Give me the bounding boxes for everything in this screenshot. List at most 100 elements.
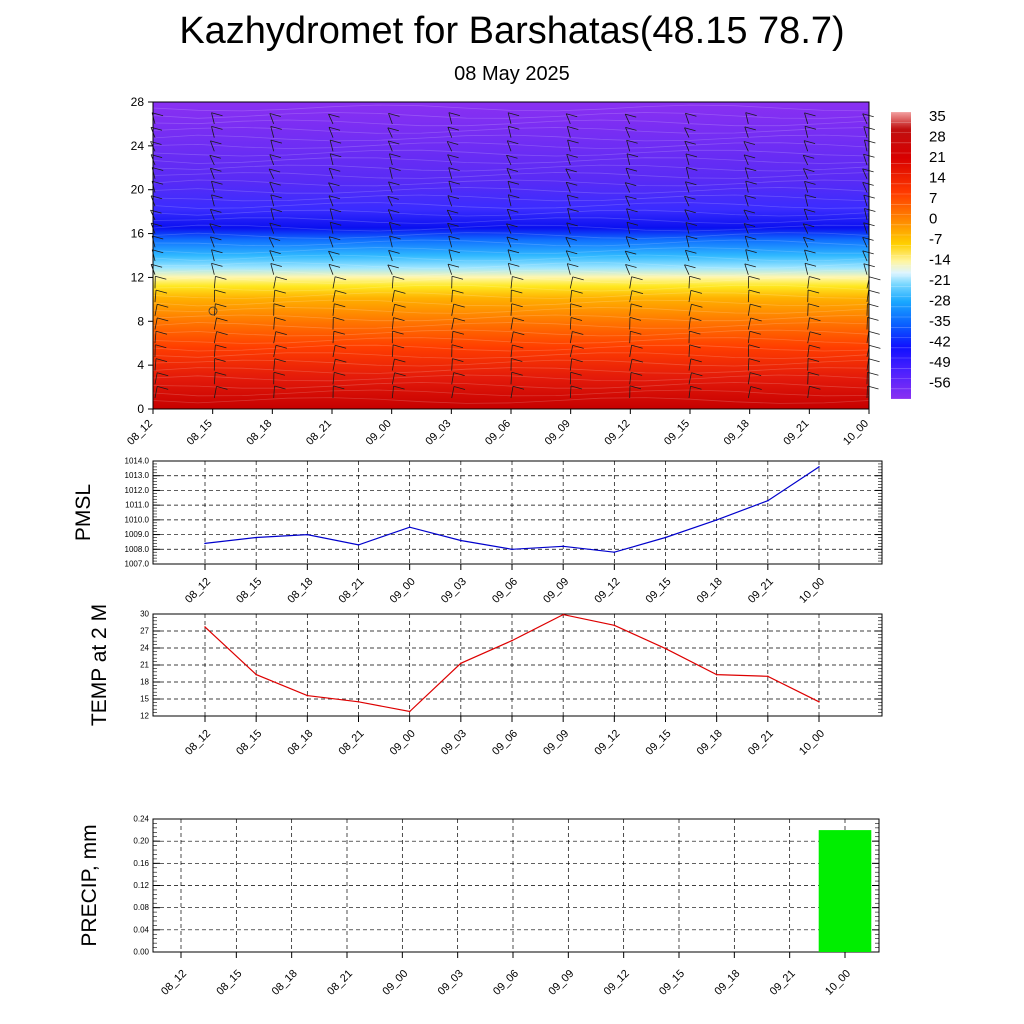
wind-barb bbox=[685, 235, 690, 248]
wind-barb bbox=[566, 263, 571, 275]
wind-barb-flag bbox=[809, 385, 821, 390]
wind-barb bbox=[626, 153, 631, 166]
wind-barb-flag bbox=[685, 112, 697, 117]
wind-barb-flag bbox=[211, 249, 223, 254]
wind-barb-flag bbox=[389, 235, 401, 240]
x-tick-label: 09_06 bbox=[490, 728, 520, 758]
wind-barb-flag bbox=[684, 195, 696, 200]
wind-barb-flag bbox=[631, 344, 643, 349]
wind-barb-flag bbox=[151, 180, 164, 185]
wind-barb-flag bbox=[625, 113, 637, 118]
wind-barb-flag bbox=[211, 194, 223, 199]
wind-barb bbox=[684, 127, 690, 138]
wind-barb bbox=[328, 251, 334, 262]
wind-barb-flag bbox=[447, 126, 460, 131]
wind-barb bbox=[273, 317, 275, 330]
wind-barb bbox=[387, 127, 393, 138]
wind-barb-flag bbox=[452, 330, 465, 335]
wind-barb-flag bbox=[214, 289, 226, 294]
wind-barb-flag bbox=[689, 344, 701, 349]
wind-barb bbox=[565, 182, 571, 193]
wind-barb-flag bbox=[625, 250, 637, 255]
wind-barb-flag bbox=[748, 358, 761, 362]
x-tick-label: 09_12 bbox=[602, 418, 632, 448]
wind-barb bbox=[744, 126, 749, 138]
wind-barb bbox=[629, 276, 632, 289]
wind-barb-flag bbox=[275, 331, 287, 335]
wind-barb bbox=[747, 317, 752, 330]
wind-barb bbox=[510, 331, 514, 344]
wind-barb bbox=[804, 181, 809, 193]
x-tick-label: 09_21 bbox=[781, 418, 811, 448]
wind-barb-flag bbox=[744, 126, 756, 131]
wind-barb-flag bbox=[570, 371, 582, 376]
wind-barb-flag bbox=[155, 358, 168, 362]
wind-barb bbox=[802, 155, 809, 166]
wind-barb-flag bbox=[448, 112, 461, 116]
wind-barb bbox=[624, 250, 631, 262]
wind-barb-flag bbox=[394, 358, 406, 363]
wind-barb-flag bbox=[210, 209, 222, 213]
x-tick-label: 09_09 bbox=[541, 728, 571, 758]
wind-barb-flag bbox=[155, 289, 168, 294]
wind-barb-flag bbox=[393, 385, 405, 390]
wind-barb bbox=[506, 155, 512, 166]
y-tick-label: 12 bbox=[131, 270, 145, 284]
data-point bbox=[460, 539, 462, 542]
x-tick-label: 08_21 bbox=[325, 968, 355, 998]
wind-barb-flag bbox=[157, 372, 169, 377]
y-tick-label: 0 bbox=[137, 402, 144, 416]
wind-barb bbox=[211, 112, 215, 124]
x-tick-label: 08_21 bbox=[304, 418, 334, 448]
data-point bbox=[767, 675, 769, 678]
wind-barb-flag bbox=[215, 303, 227, 308]
wind-barb-flag bbox=[387, 264, 399, 269]
x-tick-label: 09_06 bbox=[490, 576, 520, 606]
wind-barb bbox=[863, 222, 868, 234]
wind-barb-flag bbox=[329, 167, 341, 172]
wind-barb-flag bbox=[330, 153, 342, 158]
wind-barb bbox=[625, 264, 631, 275]
colorbar-scale bbox=[891, 112, 911, 399]
wind-barb-flag bbox=[451, 275, 464, 280]
heatmap-panel: 0 4 8 12 16 20 24 28 08_12 08_15 08_18 08_21 09_00 0… bbox=[125, 95, 881, 448]
wind-barb-flag bbox=[566, 222, 578, 227]
wind-barb bbox=[210, 236, 215, 248]
wind-barb bbox=[685, 113, 690, 125]
wind-barb bbox=[391, 372, 395, 385]
wind-barb bbox=[863, 194, 868, 207]
y-axis-label: PRECIP, mm bbox=[78, 824, 101, 946]
wind-barb bbox=[743, 223, 749, 234]
wind-barb-flag bbox=[333, 330, 346, 335]
wind-barb-flag bbox=[625, 264, 637, 268]
wind-barb-flag bbox=[448, 167, 460, 171]
wind-barb-flag bbox=[329, 139, 342, 144]
y-tick-label: 4 bbox=[137, 358, 144, 372]
x-tick-label: 09_12 bbox=[602, 968, 632, 998]
wind-barb bbox=[389, 153, 393, 166]
contour-line bbox=[152, 247, 869, 254]
y-tick-label: 8 bbox=[137, 314, 144, 328]
wind-barb-flag bbox=[745, 167, 757, 172]
contour-line bbox=[152, 104, 870, 112]
wind-barb-flag bbox=[803, 154, 815, 159]
data-point bbox=[306, 533, 309, 536]
wind-barb-flag bbox=[690, 290, 703, 294]
wind-barb bbox=[866, 358, 869, 371]
data-point bbox=[818, 466, 820, 468]
wind-barb bbox=[154, 358, 157, 371]
wind-barb bbox=[569, 385, 572, 399]
wind-barb bbox=[506, 168, 512, 179]
wind-barb-flag bbox=[328, 195, 341, 200]
wind-barb-flag bbox=[744, 195, 756, 199]
wind-barb bbox=[213, 317, 217, 330]
wind-barb-flag bbox=[804, 194, 817, 199]
wind-barb bbox=[213, 344, 216, 357]
wind-barb bbox=[688, 372, 692, 385]
wind-barb-flag bbox=[216, 386, 228, 390]
wind-barb bbox=[154, 317, 158, 330]
wind-barb-flag bbox=[804, 181, 816, 185]
wind-barb-flag bbox=[745, 180, 757, 185]
wind-barb bbox=[862, 182, 868, 193]
x-tick-label: 10_00 bbox=[841, 418, 871, 448]
